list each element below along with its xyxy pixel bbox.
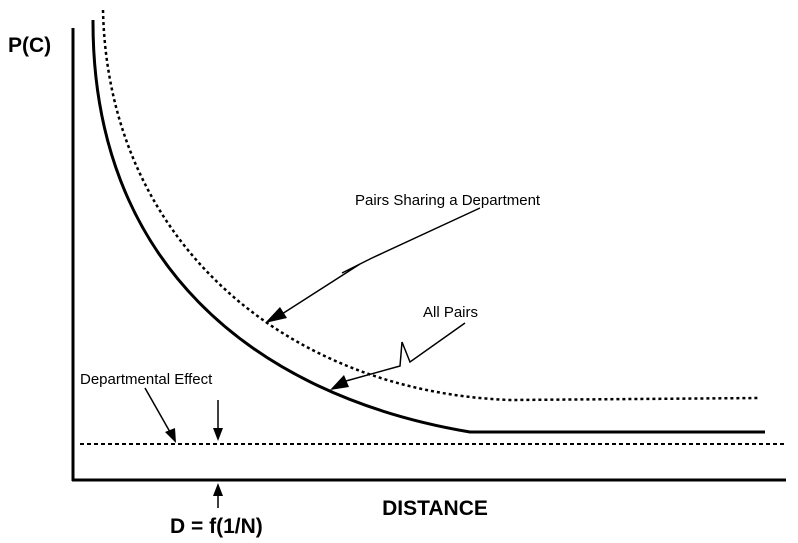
marker-label: D = f(1/N) xyxy=(170,515,263,538)
effect-pointer xyxy=(144,387,171,433)
all-pairs-pointer xyxy=(345,322,466,382)
y-axis-label: P(C) xyxy=(8,34,51,57)
all-pairs-curve xyxy=(91,19,765,434)
arrowhead xyxy=(265,307,287,323)
arrowhead xyxy=(165,428,176,443)
sharing-pointer xyxy=(281,207,481,315)
baseline-label: Departmental Effect xyxy=(80,371,213,388)
arrowhead xyxy=(213,428,223,441)
arrowhead xyxy=(213,483,223,496)
curve-label: All Pairs xyxy=(423,304,478,321)
sharing-curve xyxy=(101,9,761,402)
curve-label: Pairs Sharing a Department xyxy=(355,192,541,209)
arrowhead xyxy=(330,375,349,390)
x-axis-label: DISTANCE xyxy=(382,497,488,520)
